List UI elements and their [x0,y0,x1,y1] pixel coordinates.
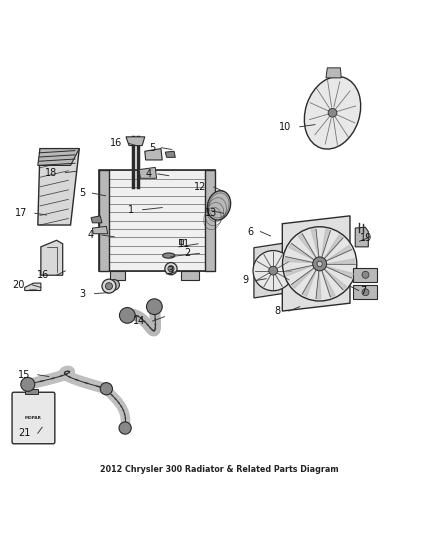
Circle shape [317,261,322,266]
Circle shape [362,271,369,278]
Text: 13: 13 [205,208,217,218]
Polygon shape [38,149,79,225]
Polygon shape [139,167,156,179]
Polygon shape [110,271,125,280]
Circle shape [106,282,113,289]
Circle shape [283,227,357,301]
Polygon shape [353,268,378,282]
Polygon shape [181,271,199,280]
Text: 10: 10 [279,122,291,132]
Polygon shape [355,227,368,247]
Text: 8: 8 [275,306,281,316]
Polygon shape [283,216,350,311]
Ellipse shape [162,253,175,258]
Text: 20: 20 [12,280,25,290]
Circle shape [21,377,35,391]
Circle shape [165,263,177,275]
Circle shape [109,280,120,290]
Polygon shape [99,171,109,271]
Text: 9: 9 [243,276,249,286]
Text: 11: 11 [178,239,191,249]
Circle shape [119,422,131,434]
Polygon shape [325,245,352,261]
Polygon shape [126,137,145,146]
Polygon shape [291,268,314,288]
Polygon shape [311,229,319,258]
Circle shape [147,299,162,314]
Polygon shape [38,149,79,165]
Polygon shape [205,171,215,271]
Text: 6: 6 [248,227,254,237]
Circle shape [269,266,278,275]
Text: 5: 5 [80,188,86,198]
Bar [16,407,51,435]
Circle shape [313,257,327,271]
Text: 4: 4 [87,230,93,240]
Polygon shape [321,230,330,258]
Polygon shape [179,239,183,244]
Polygon shape [99,171,215,271]
Polygon shape [326,259,355,264]
Text: 3: 3 [167,266,173,276]
Circle shape [328,108,337,117]
Polygon shape [324,235,343,260]
Text: 5: 5 [149,143,155,153]
Polygon shape [286,265,314,276]
Text: 19: 19 [360,233,373,243]
Polygon shape [145,149,162,160]
Circle shape [100,383,113,395]
FancyBboxPatch shape [12,392,55,444]
Text: 12: 12 [194,182,207,192]
Text: 16: 16 [110,139,122,148]
Polygon shape [321,270,335,297]
Polygon shape [25,389,38,394]
Circle shape [120,308,135,323]
Text: 2012 Chrysler 300 Radiator & Related Parts Diagram: 2012 Chrysler 300 Radiator & Related Par… [100,465,338,474]
Text: MOPAR: MOPAR [25,416,42,420]
Polygon shape [324,269,346,290]
Text: 21: 21 [18,429,30,438]
Text: 4: 4 [145,169,151,179]
Polygon shape [353,285,378,299]
Text: 16: 16 [37,270,49,280]
Polygon shape [289,244,314,260]
Text: 18: 18 [45,168,57,177]
Text: 3: 3 [80,288,86,298]
Text: 15: 15 [18,370,30,380]
Circle shape [253,251,293,290]
Circle shape [362,289,369,296]
Polygon shape [298,233,317,259]
Polygon shape [254,243,288,298]
Ellipse shape [304,77,361,149]
Polygon shape [41,240,63,275]
Text: 14: 14 [133,316,145,326]
Text: 2: 2 [184,248,191,259]
Polygon shape [165,151,175,157]
Ellipse shape [207,191,231,220]
Polygon shape [25,283,41,290]
Polygon shape [302,269,317,296]
Polygon shape [316,270,321,299]
Polygon shape [325,266,353,278]
Circle shape [102,279,116,293]
Circle shape [39,437,45,442]
Polygon shape [92,227,108,234]
Circle shape [22,437,27,442]
Circle shape [168,265,174,272]
Polygon shape [326,68,341,78]
Text: 1: 1 [128,205,134,215]
Text: 7: 7 [360,286,367,295]
Polygon shape [285,256,314,263]
Polygon shape [91,216,102,223]
Text: 17: 17 [15,208,28,218]
